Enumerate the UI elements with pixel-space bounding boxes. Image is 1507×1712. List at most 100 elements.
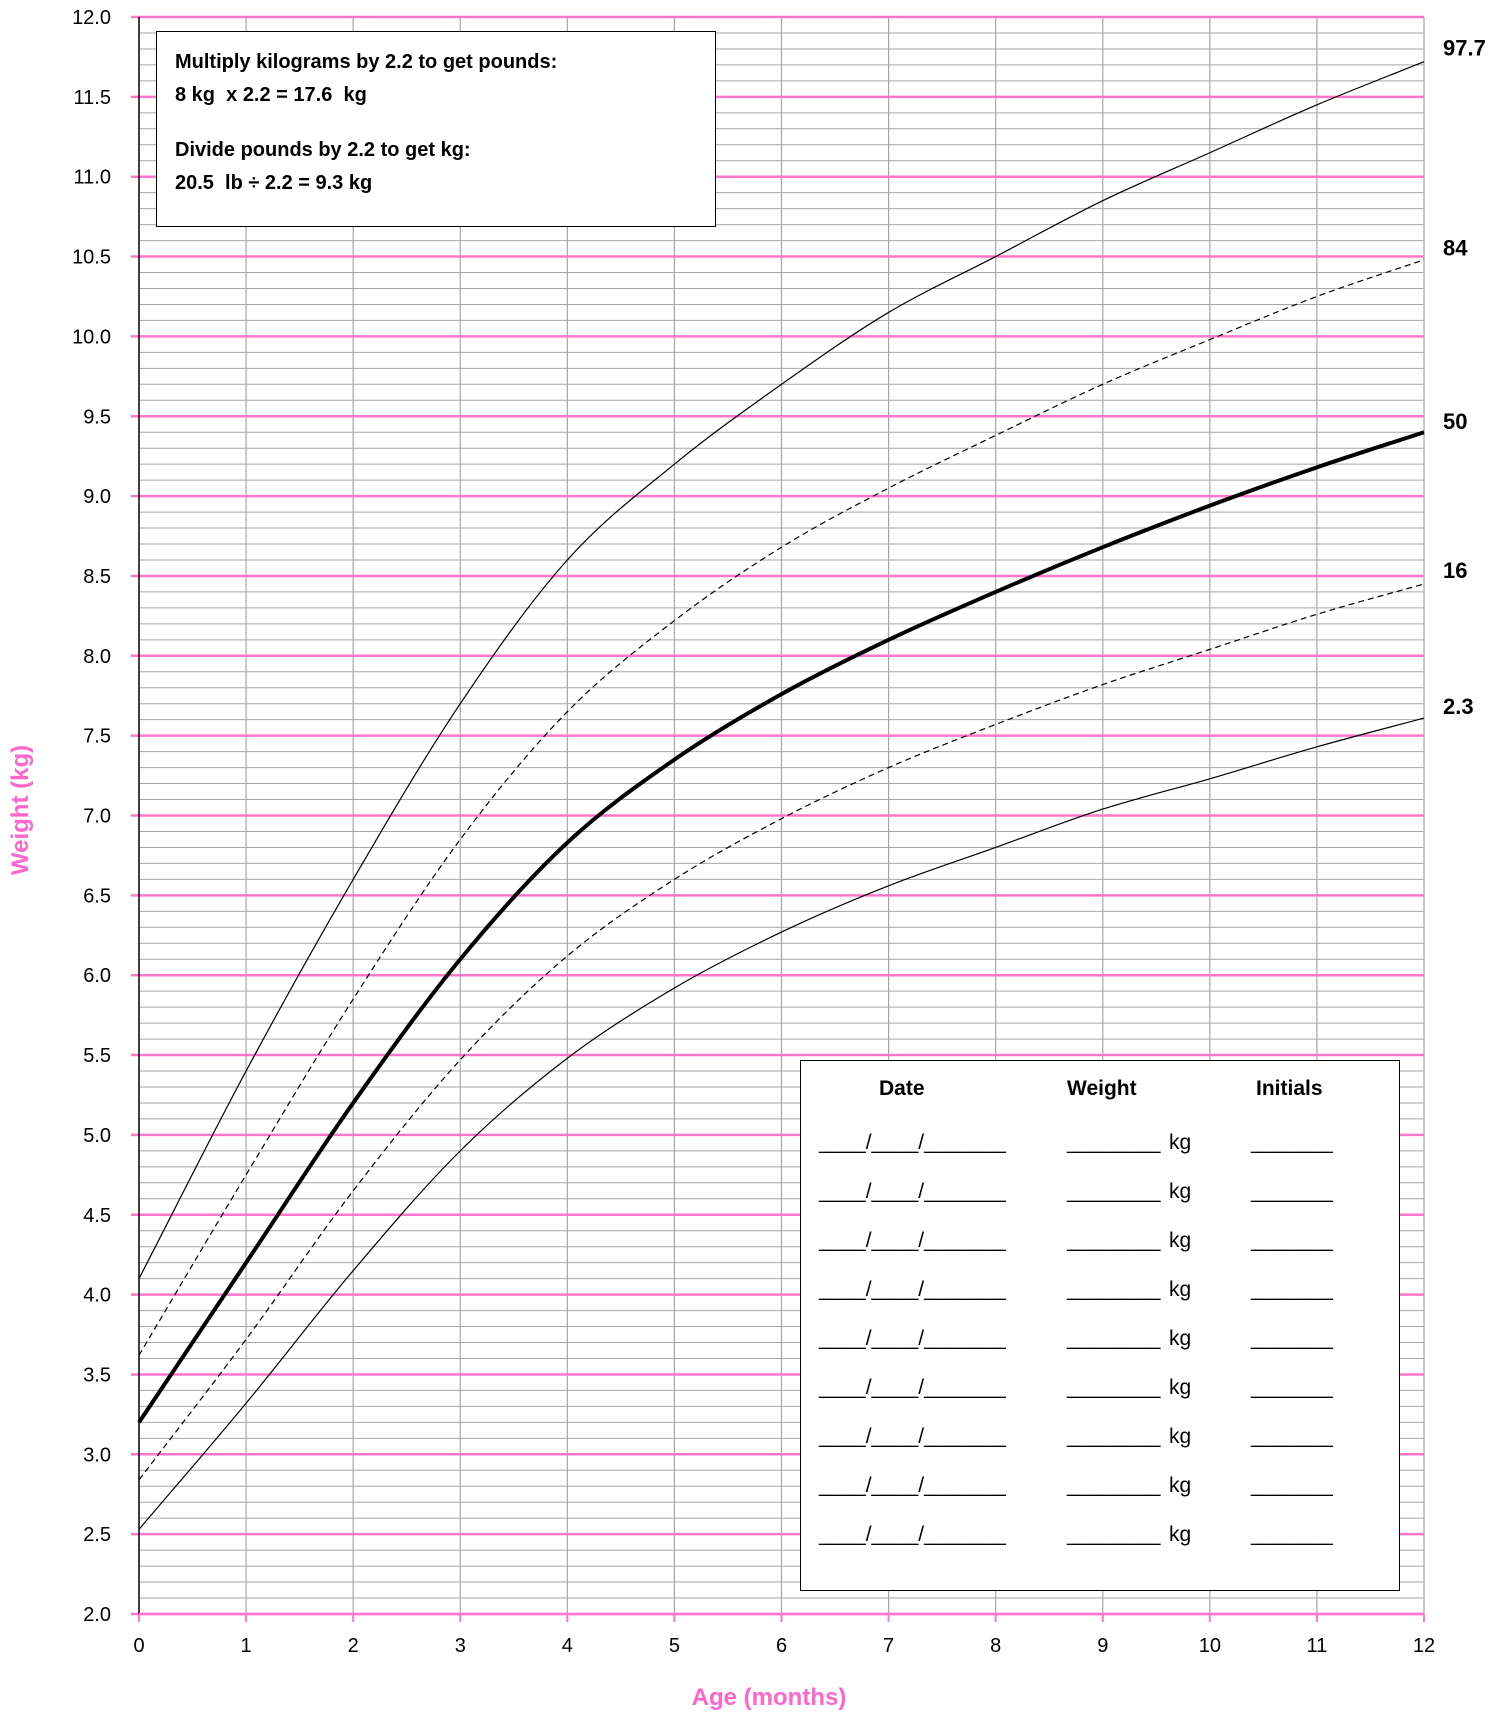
log-date-blank: ____/____/_______ [819, 1180, 1006, 1203]
log-row: ____/____/_______ ________ kg _______ [801, 1376, 1399, 1420]
y-tick-label: 5.0 [83, 1125, 111, 1147]
log-initials-blank: _______ [1251, 1229, 1333, 1252]
y-tick-label: 12.0 [72, 7, 111, 29]
log-initials-blank: _______ [1251, 1474, 1333, 1497]
percentile-curves [137, 61, 1425, 1530]
y-tick-label: 3.0 [83, 1444, 111, 1466]
y-tick-label: 7.5 [83, 726, 111, 748]
y-tick-label: 11.5 [74, 87, 111, 109]
y-tick-label: 10.5 [72, 247, 111, 269]
axes [138, 17, 1425, 1622]
y-tick-label: 10.0 [72, 326, 111, 348]
conversion-line-2: 8 kg x 2.2 = 17.6 kg [175, 84, 367, 106]
conversion-note-box: Multiply kilograms by 2.2 to get pounds:… [156, 31, 716, 227]
x-tick-label: 9 [1097, 1635, 1108, 1657]
x-tick-label: 11 [1307, 1635, 1328, 1657]
log-initials-blank: _______ [1251, 1523, 1333, 1546]
log-weight-unit: kg [1169, 1229, 1192, 1252]
y-tick-label: 3.5 [83, 1364, 111, 1386]
y-tick-label: 6.0 [83, 965, 111, 987]
log-row: ____/____/_______ ________ kg _______ [801, 1474, 1399, 1518]
x-tick-label: 7 [883, 1635, 894, 1657]
log-initials-blank: _______ [1251, 1180, 1333, 1203]
percentile-curve-2-3 [138, 717, 1425, 1530]
x-tick-label: 8 [990, 1635, 1001, 1657]
percentile-label-50: 50 [1443, 409, 1467, 434]
percentile-label-16: 16 [1443, 558, 1467, 583]
log-row: ____/____/_______ ________ kg _______ [801, 1425, 1399, 1469]
weight-log-box: Date Weight Initials ____/____/_______ __… [800, 1060, 1400, 1591]
log-date-blank: ____/____/_______ [819, 1474, 1006, 1497]
log-date-blank: ____/____/_______ [819, 1229, 1006, 1252]
log-date-blank: ____/____/_______ [819, 1425, 1006, 1448]
log-row: ____/____/_______ ________ kg _______ [801, 1229, 1399, 1273]
x-tick-label: 2 [348, 1635, 359, 1657]
log-initials-blank: _______ [1251, 1278, 1333, 1301]
y-tick-label: 5.5 [83, 1045, 111, 1067]
log-weight-unit: kg [1169, 1131, 1192, 1154]
log-row: ____/____/_______ ________ kg _______ [801, 1180, 1399, 1224]
log-weight-blank: ________ [1067, 1229, 1161, 1252]
y-tick-label: 4.5 [83, 1205, 111, 1227]
tick-labels: 97.78450162.32.02.53.03.54.04.55.05.56.0… [72, 7, 1486, 1657]
percentile-label-2-3: 2.3 [1443, 694, 1474, 719]
log-header-initials: Initials [1256, 1077, 1323, 1100]
log-weight-unit: kg [1169, 1523, 1192, 1546]
y-axis-title: Weight (kg) [7, 745, 34, 875]
x-tick-label: 6 [776, 1635, 787, 1657]
y-tick-label: 11.0 [74, 167, 111, 189]
log-header-weight: Weight [1067, 1077, 1137, 1100]
log-weight-blank: ________ [1067, 1278, 1161, 1301]
y-tick-label: 4.0 [83, 1285, 111, 1307]
x-tick-label: 0 [133, 1635, 144, 1657]
y-tick-label: 8.5 [83, 566, 111, 588]
conversion-line-1: Multiply kilograms by 2.2 to get pounds: [175, 51, 558, 73]
percentile-label-84: 84 [1443, 236, 1468, 261]
percentile-curve-84 [138, 259, 1425, 1356]
log-initials-blank: _______ [1251, 1376, 1333, 1399]
log-date-blank: ____/____/_______ [819, 1523, 1006, 1546]
percentile-curve-16 [138, 583, 1425, 1481]
log-weight-blank: ________ [1067, 1425, 1161, 1448]
y-tick-label: 9.0 [83, 486, 111, 508]
percentile-label-97-7: 97.7 [1443, 36, 1486, 61]
log-initials-blank: _______ [1251, 1131, 1333, 1154]
log-row: ____/____/_______ ________ kg _______ [801, 1327, 1399, 1371]
x-tick-label: 4 [562, 1635, 573, 1657]
y-tick-label: 9.5 [83, 406, 111, 428]
log-header-date: Date [879, 1077, 925, 1100]
percentile-curve-50 [137, 430, 1425, 1424]
log-row: ____/____/_______ ________ kg _______ [801, 1523, 1399, 1567]
log-weight-blank: ________ [1067, 1376, 1161, 1399]
log-date-blank: ____/____/_______ [819, 1327, 1006, 1350]
x-tick-label: 5 [669, 1635, 680, 1657]
log-date-blank: ____/____/_______ [819, 1278, 1006, 1301]
log-weight-unit: kg [1169, 1327, 1192, 1350]
x-tick-label: 1 [241, 1635, 252, 1657]
log-weight-unit: kg [1169, 1278, 1192, 1301]
x-tick-label: 12 [1413, 1635, 1435, 1657]
log-weight-unit: kg [1169, 1425, 1192, 1448]
log-initials-blank: _______ [1251, 1425, 1333, 1448]
log-weight-unit: kg [1169, 1180, 1192, 1203]
log-weight-unit: kg [1169, 1474, 1192, 1497]
log-row: ____/____/_______ ________ kg _______ [801, 1131, 1399, 1175]
log-row: ____/____/_______ ________ kg _______ [801, 1278, 1399, 1322]
log-weight-blank: ________ [1067, 1327, 1161, 1350]
log-weight-unit: kg [1169, 1376, 1192, 1399]
log-initials-blank: _______ [1251, 1327, 1333, 1350]
log-weight-blank: ________ [1067, 1474, 1161, 1497]
y-tick-label: 2.0 [83, 1604, 111, 1626]
log-date-blank: ____/____/_______ [819, 1376, 1006, 1399]
conversion-line-4: 20.5 lb ÷ 2.2 = 9.3 kg [175, 172, 373, 194]
x-tick-label: 10 [1199, 1635, 1221, 1657]
log-weight-blank: ________ [1067, 1131, 1161, 1154]
log-date-blank: ____/____/_______ [819, 1131, 1006, 1154]
y-tick-label: 6.5 [83, 885, 111, 907]
y-tick-label: 2.5 [83, 1524, 111, 1546]
log-weight-blank: ________ [1067, 1180, 1161, 1203]
log-weight-blank: ________ [1067, 1523, 1161, 1546]
y-tick-label: 8.0 [83, 646, 111, 668]
x-tick-label: 3 [455, 1635, 466, 1657]
conversion-line-3: Divide pounds by 2.2 to get kg: [175, 139, 471, 161]
